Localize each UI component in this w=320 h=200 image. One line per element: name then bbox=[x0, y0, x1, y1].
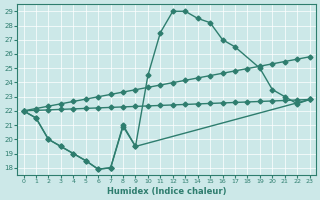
X-axis label: Humidex (Indice chaleur): Humidex (Indice chaleur) bbox=[107, 187, 226, 196]
